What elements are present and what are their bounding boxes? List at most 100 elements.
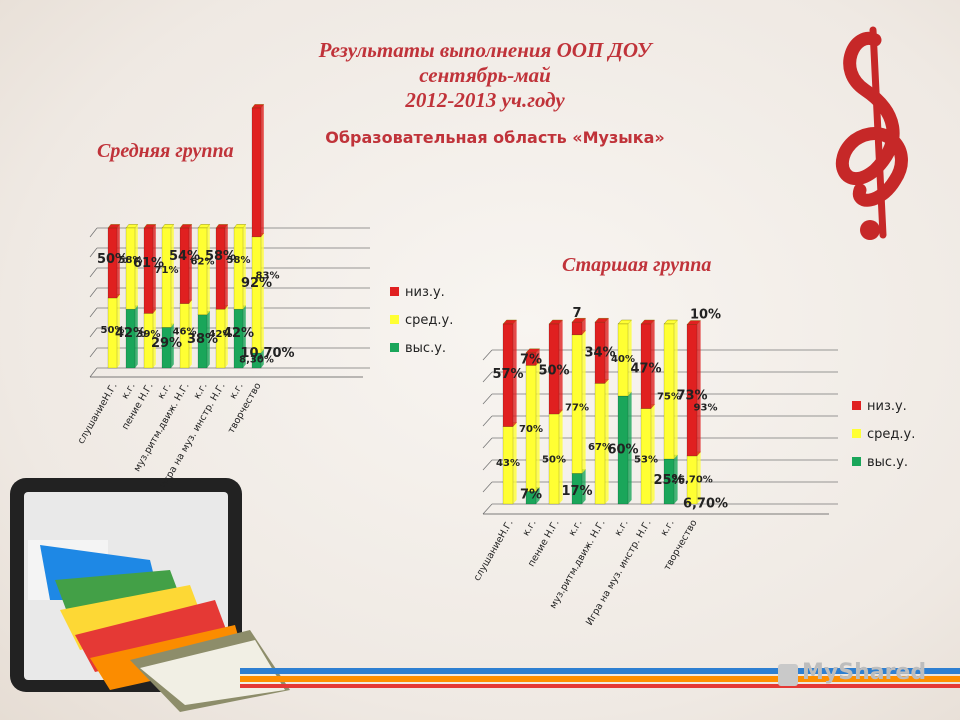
bar — [571, 321, 583, 336]
bar-segment — [233, 224, 247, 310]
bar-segment — [125, 224, 139, 310]
x-tick-label: к.г. — [659, 518, 677, 538]
data-label: 93% — [694, 402, 718, 413]
bar-side — [605, 379, 609, 504]
gridline — [89, 367, 98, 378]
bar — [251, 107, 262, 238]
bar-side — [559, 410, 563, 504]
data-label: 54% — [169, 249, 200, 264]
bar-side — [651, 404, 655, 504]
bar-side — [171, 224, 174, 328]
bar-side — [243, 305, 246, 368]
page-title-line2: сентябрь-май — [419, 63, 551, 87]
bar-segment — [571, 318, 587, 336]
bar-segment — [251, 104, 265, 238]
bar-side — [207, 224, 210, 315]
data-label: 7% — [520, 488, 542, 503]
bar-side — [189, 224, 192, 304]
chart-legend: низ.у. сред.у. выс.у. — [390, 285, 453, 356]
data-label: 26,70% — [671, 474, 713, 485]
data-label: 42% — [115, 326, 146, 341]
data-labels: 50%58%50%42%61%71%39%29%54%62%46%38%58%5… — [97, 249, 295, 365]
tablet-books-illustration — [10, 478, 290, 712]
data-label: 92% — [241, 276, 272, 291]
bar-side — [135, 224, 138, 310]
data-label: 61% — [133, 256, 164, 271]
legend-swatch — [852, 429, 861, 438]
bar-side — [189, 300, 192, 368]
bars — [107, 104, 265, 369]
gridline — [482, 393, 493, 405]
bar-side — [153, 224, 156, 314]
bar — [640, 323, 652, 409]
bar-segment — [640, 319, 656, 409]
bar-segment — [161, 224, 175, 328]
legend-item: выс.у. — [405, 341, 446, 356]
legend-item: низ.у. — [867, 399, 907, 414]
bar — [502, 323, 514, 427]
data-labels: 57%7%43%70%7%50%750%77%17%34%40%67%60%47… — [492, 306, 728, 512]
bar-side — [582, 469, 586, 504]
data-label: 60% — [607, 443, 638, 458]
data-label: 50% — [538, 363, 569, 378]
bar-segment — [107, 224, 121, 299]
bar-side — [225, 224, 228, 310]
data-label: 50% — [97, 252, 128, 267]
bar-side — [261, 233, 264, 354]
bar-segment — [143, 224, 157, 314]
bar-side — [628, 392, 632, 504]
x-tick-label: к.г. — [613, 518, 631, 538]
bar-segment — [663, 319, 679, 460]
data-label: 39% — [137, 329, 161, 340]
legend-swatch — [390, 315, 399, 324]
legend-item: сред.у. — [405, 313, 453, 328]
gridline — [482, 349, 493, 361]
data-label: 10% — [690, 308, 721, 323]
bar-side — [605, 318, 609, 384]
data-label: 83% — [256, 270, 280, 281]
gridline — [89, 287, 98, 298]
bar-segment — [197, 224, 211, 316]
bar — [617, 323, 629, 397]
bar-side — [513, 422, 517, 504]
data-label: 62% — [191, 256, 215, 267]
gridline — [482, 415, 493, 427]
bar-side — [536, 348, 540, 366]
brand-text: MyShared — [802, 660, 927, 685]
bar-side — [582, 318, 586, 335]
bar — [663, 323, 675, 460]
bar — [197, 227, 208, 316]
gridline — [89, 247, 98, 258]
data-label: 77% — [565, 402, 589, 413]
page-subtitle: Образовательная область «Музыка» — [325, 128, 665, 147]
bar — [215, 227, 226, 310]
data-label: 8,30% — [239, 354, 274, 365]
bar-side — [261, 349, 264, 368]
data-label: 58% — [119, 255, 143, 266]
bar-side — [153, 309, 156, 368]
chart-legend: низ.у. сред.у. выс.у. — [852, 399, 915, 470]
bar-side — [513, 320, 517, 427]
bar-side — [225, 305, 228, 368]
bar-segment — [686, 320, 702, 457]
bottom-stripes — [240, 668, 960, 688]
page-title-line1: Результаты выполнения ООП ДОУ — [318, 38, 652, 62]
bar — [233, 227, 244, 310]
data-label: 38% — [187, 332, 218, 347]
bar-side — [674, 320, 678, 459]
data-label: 6,70% — [683, 497, 728, 512]
bar — [594, 321, 606, 384]
bar — [107, 227, 118, 299]
brand-logo-icon — [778, 664, 798, 686]
bars — [502, 318, 702, 505]
gridline — [482, 437, 493, 449]
bar-side — [117, 294, 120, 368]
data-label: 25% — [653, 473, 684, 488]
data-label: 42% — [209, 329, 233, 340]
bar-segment — [594, 318, 610, 384]
bar-segment — [571, 330, 587, 474]
bar-segment — [617, 319, 633, 397]
x-tick-label: к.г. — [567, 518, 585, 538]
legend-swatch — [852, 457, 861, 466]
